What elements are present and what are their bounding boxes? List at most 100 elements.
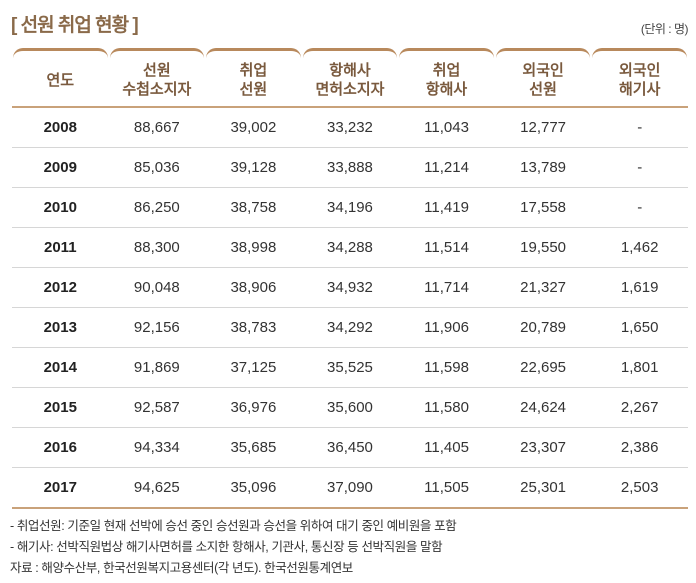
header-line-1: 항해사	[329, 62, 371, 79]
table-row: 2013 92,156 38,783 34,292 11,906 20,789 1,650	[12, 307, 688, 348]
header-line-2: 선원	[529, 81, 557, 98]
value-cell: 36,976	[205, 387, 302, 428]
table-row: 2008 88,667 39,002 33,232 11,043 12,777-	[12, 107, 688, 148]
header-cap	[495, 48, 591, 61]
header-line-2: 항해사	[425, 81, 468, 98]
value-cell: 92,156	[108, 307, 206, 348]
header-label: 연도	[12, 65, 109, 90]
header-line-1: 선원	[143, 62, 171, 79]
value-cell: 34,292	[301, 307, 399, 348]
value-cell: 1,619	[591, 267, 688, 308]
header-line-1: 취업	[239, 62, 268, 79]
value-cell: 24,624	[494, 387, 592, 428]
header-line-2: 면허소지자	[315, 81, 385, 98]
header-cap	[13, 48, 108, 61]
employment-table: 연도 선원 수첩소지자 취업 선원 항해사 면허소지자 취업 항해사 외국인 선원 외국인 해기사 20…	[12, 48, 688, 509]
column-header: 선원 수첩소지자	[108, 48, 206, 108]
header-line-2: 해기사	[618, 81, 661, 98]
table-row: 2017 94,625 35,096 37,090 11,505 25,301 2,503	[12, 467, 688, 509]
value-cell: 11,580	[398, 387, 495, 428]
header-line-1: 취업	[432, 62, 461, 79]
table-row: 2014 91,869 37,125 35,525 11,598 22,695 1,801	[12, 347, 688, 388]
year-cell: 2010	[12, 187, 109, 228]
value-cell: 2,503	[591, 467, 688, 509]
value-cell: 1,462	[591, 227, 688, 268]
value-cell: 11,419	[398, 187, 495, 228]
value-cell: 1,801	[591, 347, 688, 388]
value-cell: 11,043	[398, 107, 495, 148]
value-cell: 88,300	[108, 227, 206, 268]
value-cell: 34,932	[301, 267, 399, 308]
value-cell: 12,777	[494, 107, 592, 148]
header-cap	[109, 48, 205, 61]
table-row: 2009 85,036 39,128 33,888 11,214 13,789-	[12, 147, 688, 188]
value-cell: 94,625	[108, 467, 206, 509]
year-cell: 2008	[12, 107, 109, 148]
value-cell: 2,386	[591, 427, 688, 468]
header-cap	[302, 48, 398, 61]
value-cell: 11,598	[398, 347, 495, 388]
table-row: 2015 92,587 36,976 35,600 11,580 24,624 2,267	[12, 387, 688, 428]
value-cell: 20,789	[494, 307, 592, 348]
header-label: 외국인 해기사	[591, 55, 688, 99]
value-cell: 38,906	[205, 267, 302, 308]
value-cell: 35,685	[205, 427, 302, 468]
value-cell: 92,587	[108, 387, 206, 428]
table-row: 2010 86,250 38,758 34,196 11,419 17,558-	[12, 187, 688, 228]
header-line-1: 외국인	[522, 62, 564, 79]
value-cell: 22,695	[494, 347, 592, 388]
value-cell: 19,550	[494, 227, 592, 268]
value-cell: 38,758	[205, 187, 302, 228]
value-cell: 38,783	[205, 307, 302, 348]
header-label: 선원 수첩소지자	[109, 55, 206, 99]
year-cell: 2014	[12, 347, 109, 388]
table-row: 2011 88,300 38,998 34,288 11,514 19,550 1,462	[12, 227, 688, 268]
footnotes: - 취업선원: 기준일 현재 선박에 승선 중인 승선원과 승선을 위하여 대기…	[10, 516, 457, 579]
value-cell: 34,288	[301, 227, 399, 268]
value-cell: 2,267	[591, 387, 688, 428]
value-cell: -	[591, 107, 688, 148]
value-cell: 39,128	[205, 147, 302, 188]
year-cell: 2012	[12, 267, 109, 308]
header-cap	[592, 48, 687, 61]
header-cap	[206, 48, 301, 61]
note-line: 자료 : 해양수산부, 한국선원복지고용센터(각 년도). 한국선원통계연보	[10, 561, 353, 575]
value-cell: 33,888	[301, 147, 399, 188]
value-cell: 35,600	[301, 387, 399, 428]
value-cell: 38,998	[205, 227, 302, 268]
note-line: - 해기사: 선박직원법상 해기사면허를 소지한 항해사, 기관사, 통신장 등…	[10, 540, 443, 554]
unit-label: (단위 : 명)	[640, 22, 689, 36]
value-cell: 36,450	[301, 427, 399, 468]
table-row: 2012 90,048 38,906 34,932 11,714 21,327 1,619	[12, 267, 688, 308]
table-row: 2016 94,334 35,685 36,450 11,405 23,307 2,386	[12, 427, 688, 468]
value-cell: 1,650	[591, 307, 688, 348]
year-cell: 2013	[12, 307, 109, 348]
value-cell: 35,525	[301, 347, 399, 388]
value-cell: 11,906	[398, 307, 495, 348]
value-cell: 90,048	[108, 267, 206, 308]
year-cell: 2017	[12, 467, 109, 509]
header-cap	[399, 48, 494, 61]
year-cell: 2016	[12, 427, 109, 468]
value-cell: 11,514	[398, 227, 495, 268]
value-cell: 35,096	[205, 467, 302, 509]
header-line-1: 연도	[46, 71, 75, 89]
page-title: [ 선원 취업 현황 ]	[11, 15, 139, 36]
value-cell: 39,002	[205, 107, 302, 148]
header-line-2: 선원	[239, 81, 268, 98]
value-cell: 85,036	[108, 147, 206, 188]
value-cell: 11,714	[398, 267, 495, 308]
value-cell: 11,405	[398, 427, 495, 468]
value-cell: 11,505	[398, 467, 495, 509]
value-cell: 86,250	[108, 187, 206, 228]
value-cell: 11,214	[398, 147, 495, 188]
